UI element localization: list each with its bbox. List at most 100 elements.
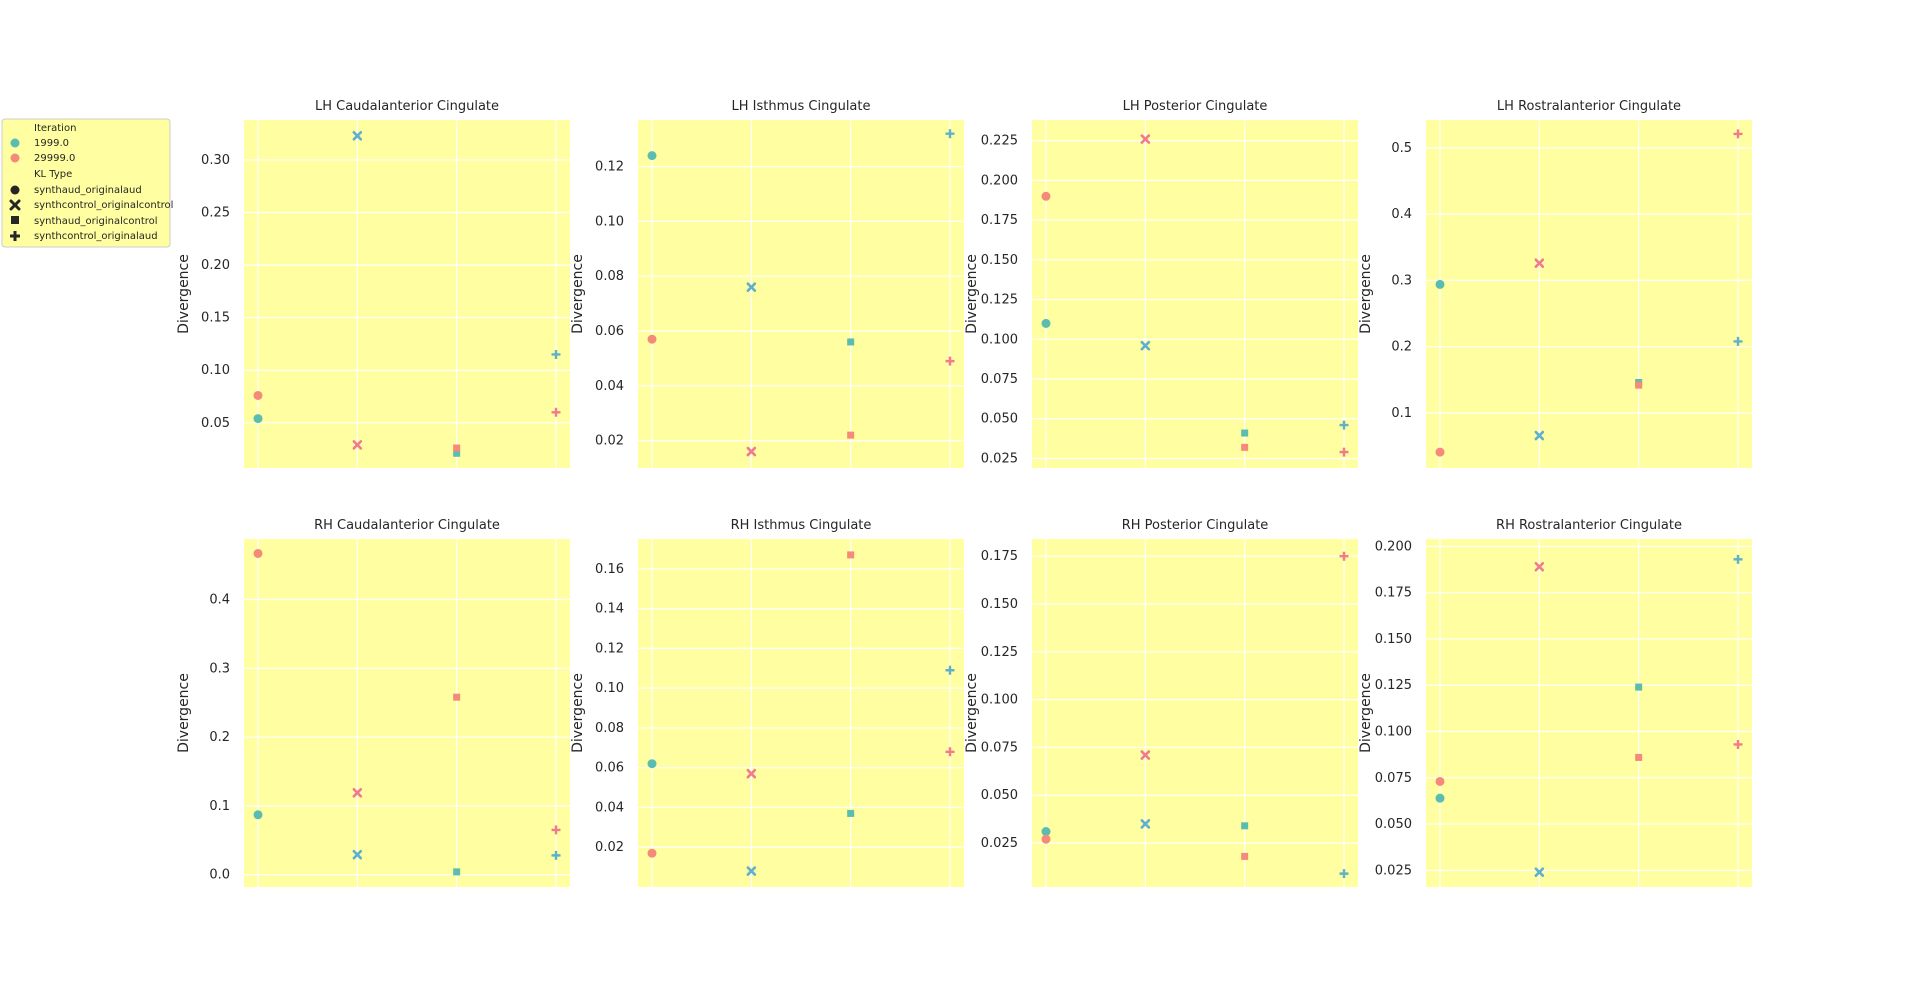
point-iter-29999-synthcontrol-originalcontrol bbox=[746, 768, 757, 779]
y-tick-label: 0.12 bbox=[595, 641, 624, 656]
y-tick-label: 0.125 bbox=[981, 645, 1018, 660]
point-iter-1999-synthaud-originalcontrol bbox=[1635, 683, 1643, 691]
point-iter-29999-synthcontrol-originalaud bbox=[1339, 447, 1349, 457]
panel-title: LH Caudalanterior Cingulate bbox=[315, 99, 499, 114]
point-iter-1999-synthcontrol-originalcontrol bbox=[1140, 340, 1151, 351]
y-tick-label: 0.5 bbox=[1391, 141, 1412, 156]
point-iter-29999-synthcontrol-originalcontrol bbox=[352, 440, 363, 450]
y-tick-label: 0.30 bbox=[201, 153, 230, 168]
panel-background bbox=[638, 539, 964, 887]
point-iter-29999-synthcontrol-originalcontrol bbox=[1534, 561, 1545, 572]
subplot-grid: 0.05 0.10 0.15 0.20 0.25 0.30 LH Caudalanterio… bbox=[176, 99, 1752, 887]
point-iter-29999-synthaud-originalaud bbox=[647, 848, 657, 858]
point-iter-1999-synthaud-originalaud bbox=[1435, 793, 1445, 803]
point-iter-1999-synthcontrol-originalaud bbox=[1733, 336, 1743, 346]
point-iter-29999-synthaud-originalaud bbox=[1041, 191, 1051, 201]
panel-title: RH Posterior Cingulate bbox=[1122, 518, 1269, 533]
point-iter-1999-synthaud-originalaud bbox=[647, 151, 657, 161]
y-tick-label: 0.075 bbox=[981, 372, 1018, 387]
y-tick-label: 0.2 bbox=[209, 730, 230, 745]
panel-lh-isthmus-cingulate: 0.02 0.04 0.06 0.08 0.10 0.12 LH Isthmus Cingu… bbox=[570, 99, 964, 468]
y-tick-label: 0.1 bbox=[209, 799, 230, 814]
y-tick-label: 0.06 bbox=[595, 761, 624, 776]
y-tick-label: 0.3 bbox=[209, 661, 230, 676]
y-tick-label: 0.04 bbox=[595, 379, 624, 394]
panel-background bbox=[1426, 120, 1752, 468]
point-iter-1999-synthcontrol-originalaud bbox=[1339, 420, 1349, 430]
y-tick-label: 0.200 bbox=[1375, 539, 1412, 554]
y-tick-label: 0.08 bbox=[595, 269, 624, 284]
point-iter-1999-synthaud-originalcontrol bbox=[847, 338, 855, 346]
point-iter-29999-synthcontrol-originalaud bbox=[1733, 129, 1743, 139]
y-tick-label: 0.4 bbox=[209, 593, 230, 608]
y-tick-label: 0.050 bbox=[1375, 817, 1412, 832]
panel-title: RH Isthmus Cingulate bbox=[731, 518, 872, 533]
panel-title: LH Posterior Cingulate bbox=[1123, 99, 1268, 114]
panel-background bbox=[1032, 120, 1358, 468]
point-iter-29999-synthaud-originalaud bbox=[1435, 447, 1445, 457]
y-axis-label: Divergence bbox=[570, 254, 586, 334]
point-iter-29999-synthaud-originalaud bbox=[647, 334, 657, 344]
point-iter-29999-synthcontrol-originalcontrol bbox=[1140, 134, 1151, 144]
y-tick-label: 0.0 bbox=[209, 868, 230, 883]
y-tick-label: 0.15 bbox=[201, 311, 230, 326]
point-iter-29999-synthcontrol-originalcontrol bbox=[352, 787, 363, 798]
y-axis-label: Divergence bbox=[176, 673, 192, 753]
panel-lh-posterior-cingulate: 0.025 0.050 0.075 0.100 0.125 0.150 0.175 0.200… bbox=[964, 99, 1358, 468]
point-iter-29999-synthcontrol-originalcontrol bbox=[1140, 750, 1151, 760]
panel-rh-rostralanterior-cingulate: 0.025 0.050 0.075 0.100 0.125 0.150 0.175 0.200… bbox=[1358, 518, 1752, 887]
point-iter-29999-synthaud-originalaud bbox=[1435, 776, 1445, 786]
y-tick-label: 0.100 bbox=[981, 332, 1018, 347]
point-iter-29999-synthcontrol-originalaud bbox=[945, 747, 955, 757]
point-iter-1999-synthcontrol-originalaud bbox=[945, 665, 955, 675]
y-tick-label: 0.075 bbox=[1375, 771, 1412, 786]
point-iter-1999-synthaud-originalcontrol bbox=[847, 809, 855, 817]
point-iter-1999-synthaud-originalaud bbox=[253, 414, 263, 424]
y-tick-label: 0.10 bbox=[595, 681, 624, 696]
y-tick-label: 0.025 bbox=[1375, 863, 1412, 878]
point-iter-29999-synthaud-originalcontrol bbox=[1241, 443, 1249, 451]
y-tick-label: 0.10 bbox=[595, 214, 624, 229]
y-tick-label: 0.175 bbox=[981, 213, 1018, 228]
y-tick-label: 0.25 bbox=[201, 206, 230, 221]
panel-background bbox=[1426, 539, 1752, 887]
y-axis-label: Divergence bbox=[1358, 673, 1374, 753]
panel-lh-rostralanterior-cingulate: 0.1 0.2 0.3 0.4 0.5 LH Rostralanterior Cingul… bbox=[1358, 99, 1752, 468]
y-tick-label: 0.06 bbox=[595, 324, 624, 339]
legend-kltype-synthaud-originalaud: synthaud_originalaud bbox=[34, 185, 142, 196]
y-tick-label: 0.02 bbox=[595, 434, 624, 449]
point-iter-29999-synthaud-originalaud bbox=[253, 390, 263, 400]
y-tick-label: 0.175 bbox=[981, 549, 1018, 564]
y-tick-label: 0.2 bbox=[1391, 340, 1412, 355]
y-tick-label: 0.125 bbox=[1375, 678, 1412, 693]
y-tick-label: 0.4 bbox=[1391, 207, 1412, 222]
y-tick-label: 0.150 bbox=[981, 597, 1018, 612]
y-tick-label: 0.20 bbox=[201, 258, 230, 273]
y-axis-label: Divergence bbox=[570, 673, 586, 753]
point-iter-1999-synthcontrol-originalcontrol bbox=[746, 866, 757, 876]
legend-kltype-synthcontrol-originalaud: synthcontrol_originalaud bbox=[34, 231, 158, 242]
y-tick-label: 0.150 bbox=[1375, 632, 1412, 647]
y-tick-label: 0.100 bbox=[1375, 725, 1412, 740]
y-tick-label: 0.125 bbox=[981, 293, 1018, 308]
point-iter-29999-synthaud-originalaud bbox=[1041, 834, 1051, 844]
y-tick-label: 0.225 bbox=[981, 134, 1018, 149]
panel-background bbox=[244, 120, 570, 468]
y-axis-label: Divergence bbox=[964, 254, 980, 334]
y-tick-label: 0.3 bbox=[1391, 273, 1412, 288]
y-tick-label: 0.200 bbox=[981, 173, 1018, 188]
point-iter-29999-synthcontrol-originalaud bbox=[1339, 551, 1349, 561]
panel-rh-posterior-cingulate: 0.025 0.050 0.075 0.100 0.125 0.150 0.175 RH Po… bbox=[964, 518, 1358, 887]
point-iter-1999-synthcontrol-originalcontrol bbox=[1534, 430, 1545, 441]
y-axis-label: Divergence bbox=[1358, 254, 1374, 334]
point-iter-29999-synthcontrol-originalaud bbox=[1733, 739, 1743, 749]
point-iter-1999-synthcontrol-originalcontrol bbox=[746, 282, 757, 292]
point-iter-29999-synthcontrol-originalaud bbox=[551, 825, 561, 835]
legend-kltype-title: KL Type bbox=[34, 169, 72, 180]
point-iter-1999-synthcontrol-originalaud bbox=[1733, 554, 1743, 564]
y-tick-label: 0.02 bbox=[595, 840, 624, 855]
legend-iteration-1999-marker bbox=[10, 138, 20, 148]
point-iter-29999-synthaud-originalcontrol bbox=[453, 444, 461, 452]
legend-kltype-circle-marker bbox=[10, 185, 20, 195]
y-tick-label: 0.050 bbox=[981, 788, 1018, 803]
